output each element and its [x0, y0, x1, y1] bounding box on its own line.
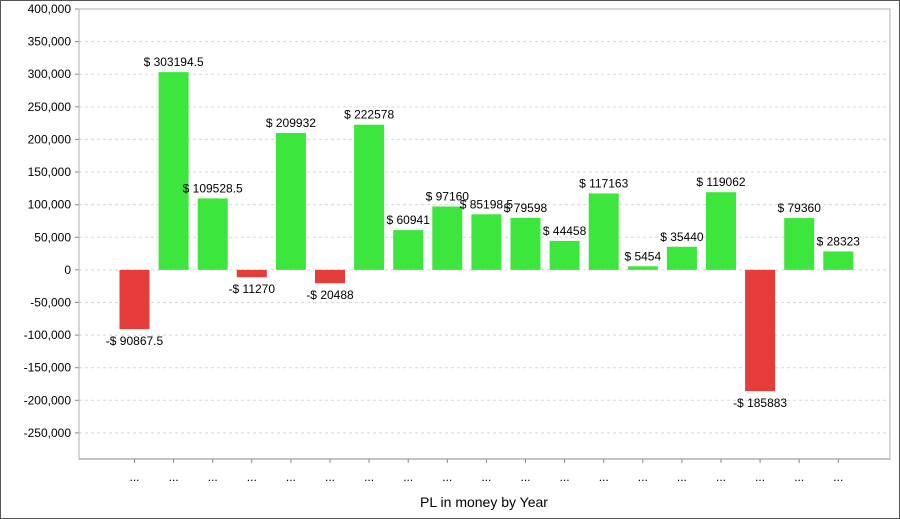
x-axis-title: PL in money by Year	[420, 494, 548, 510]
data-label: $ 97160	[426, 190, 470, 204]
bar	[706, 192, 736, 270]
x-tick-label: ...	[208, 470, 218, 484]
y-tick-label: 300,000	[28, 67, 72, 81]
bar	[784, 218, 815, 270]
data-label: $ 79360	[778, 201, 822, 215]
bars	[119, 72, 854, 392]
x-tick-label: ...	[833, 470, 843, 484]
bar	[354, 124, 385, 270]
bar	[745, 269, 776, 392]
data-label: -$ 20488	[306, 288, 354, 302]
x-axis: ........................................…	[78, 8, 891, 484]
data-label: $ 5454	[624, 249, 661, 263]
x-tick-label: ...	[560, 470, 570, 484]
x-tick-label: ...	[677, 470, 687, 484]
bar	[823, 251, 854, 270]
bar	[236, 269, 267, 278]
x-tick-label: ...	[716, 470, 726, 484]
bar	[666, 246, 697, 270]
x-tick-label: ...	[794, 470, 804, 484]
x-tick-label: ...	[599, 470, 609, 484]
bar	[549, 240, 580, 270]
y-tick-label: -200,000	[24, 393, 72, 407]
data-label: $ 85198.5	[460, 197, 514, 211]
data-label: -$ 11270	[229, 282, 276, 296]
x-tick-label: ...	[247, 470, 257, 484]
x-tick-label: ...	[520, 470, 530, 484]
x-tick-label: ...	[755, 470, 765, 484]
y-tick-label: 350,000	[28, 35, 72, 49]
data-label: $ 117163	[579, 176, 628, 190]
bar	[588, 193, 619, 270]
y-tick-label: 50,000	[34, 230, 71, 244]
y-tick-label: 150,000	[28, 165, 72, 179]
x-tick-label: ...	[325, 470, 335, 484]
bar	[627, 266, 658, 270]
data-label: -$ 90867.5	[106, 334, 164, 348]
y-tick-label: -250,000	[24, 426, 72, 440]
data-label: $ 44458	[543, 224, 587, 238]
data-label: $ 60941	[387, 213, 431, 227]
y-tick-label: -100,000	[24, 328, 72, 342]
bar	[275, 132, 306, 270]
data-label: $ 109528.5	[183, 181, 243, 195]
x-tick-label: ...	[403, 470, 413, 484]
y-tick-label: 250,000	[28, 100, 72, 114]
data-label: $ 28323	[817, 234, 861, 248]
x-tick-label: ...	[638, 470, 648, 484]
x-tick-label: ...	[169, 470, 179, 484]
data-label: -$ 185883	[733, 396, 787, 410]
bar	[119, 269, 150, 330]
data-label: $ 209932	[266, 116, 316, 130]
x-tick-label: ...	[286, 470, 296, 484]
y-tick-label: -150,000	[24, 361, 72, 375]
data-label: $ 303194.5	[144, 55, 204, 69]
bar	[197, 198, 228, 270]
data-label: $ 35440	[660, 230, 704, 244]
y-tick-label: -50,000	[30, 295, 71, 309]
x-tick-label: ...	[442, 470, 452, 484]
bar	[158, 72, 189, 270]
y-axis: 400,000 350,000 300,000 250,000 200,000 150,0…	[24, 2, 80, 459]
bar	[393, 230, 424, 270]
bar	[510, 217, 541, 270]
data-label: $ 119062	[696, 175, 745, 189]
y-tick-label: 0	[64, 263, 71, 277]
data-label: $ 222578	[344, 108, 394, 122]
data-label: $ 79598	[504, 201, 548, 215]
x-tick-label: ...	[481, 470, 491, 484]
bar	[432, 206, 463, 270]
bar	[315, 269, 345, 284]
x-tick-label: ...	[129, 470, 139, 484]
x-tick-label: ...	[364, 470, 374, 484]
y-tick-label: 200,000	[28, 132, 72, 146]
bar	[471, 214, 502, 270]
y-tick-label: 400,000	[28, 2, 72, 16]
data-labels: -$ 90867.5 $ 303194.5 $ 109528.5 -$ 11270 $ …	[106, 55, 861, 410]
y-tick-label: 100,000	[28, 198, 72, 212]
